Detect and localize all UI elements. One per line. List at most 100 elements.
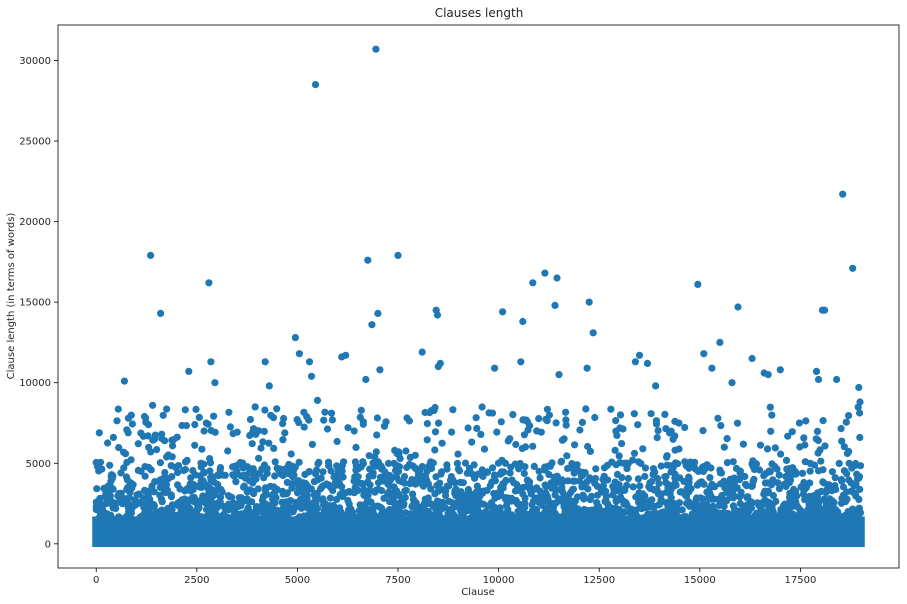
scatter-point bbox=[372, 448, 380, 456]
scatter-point bbox=[109, 485, 117, 493]
scatter-point bbox=[562, 421, 570, 429]
scatter-point bbox=[586, 474, 594, 482]
scatter-point bbox=[359, 418, 367, 426]
scatter-point bbox=[427, 458, 435, 466]
scatter-point bbox=[703, 488, 711, 496]
scatter-point bbox=[230, 512, 238, 521]
scatter-point bbox=[643, 359, 652, 367]
scatter-point bbox=[114, 405, 122, 413]
scatter-point bbox=[720, 477, 728, 485]
scatter-point bbox=[206, 467, 214, 475]
scatter-point bbox=[618, 487, 626, 495]
scatter-point bbox=[523, 476, 532, 484]
scatter-point bbox=[473, 482, 481, 490]
scatter-point bbox=[295, 480, 303, 488]
scatter-point bbox=[501, 494, 509, 502]
scatter-point bbox=[845, 412, 853, 420]
scatter-point bbox=[156, 491, 164, 499]
scatter-point bbox=[364, 478, 372, 486]
scatter-point bbox=[295, 458, 303, 466]
scatter-point bbox=[775, 485, 784, 493]
scatter-point bbox=[832, 514, 841, 523]
scatter-point bbox=[463, 469, 471, 477]
scatter-point bbox=[337, 490, 345, 498]
scatter-point bbox=[246, 415, 254, 424]
scatter-point bbox=[641, 464, 650, 472]
scatter-point bbox=[169, 442, 177, 450]
scatter-point bbox=[775, 471, 783, 479]
scatter-point bbox=[582, 405, 590, 413]
scatter-point bbox=[448, 499, 457, 507]
scatter-point bbox=[731, 505, 739, 513]
scatter-point bbox=[109, 433, 117, 441]
scatter-point bbox=[490, 503, 498, 511]
scatter-point bbox=[846, 513, 854, 522]
scatter-point bbox=[181, 406, 189, 414]
scatter-point bbox=[263, 490, 271, 498]
scatter-point bbox=[569, 486, 577, 494]
scatter-point bbox=[723, 459, 732, 467]
scatter-point bbox=[856, 433, 864, 442]
scatter-point bbox=[307, 372, 316, 380]
scatter-point bbox=[791, 516, 799, 524]
scatter-point bbox=[295, 419, 303, 427]
scatter-point bbox=[405, 417, 413, 425]
scatter-point bbox=[313, 396, 322, 404]
scatter-point bbox=[271, 472, 279, 480]
scatter-point bbox=[513, 515, 521, 523]
scatter-point bbox=[743, 494, 751, 502]
scatter-point bbox=[756, 441, 765, 449]
scatter-point bbox=[813, 427, 822, 435]
scatter-point bbox=[670, 505, 678, 513]
scatter-point bbox=[640, 497, 648, 505]
scatter-point bbox=[848, 464, 856, 472]
scatter-point bbox=[685, 473, 693, 481]
scatter-point bbox=[260, 513, 269, 521]
scatter-point bbox=[747, 504, 756, 512]
scatter-point bbox=[386, 498, 394, 506]
scatter-point bbox=[221, 471, 229, 479]
scatter-point bbox=[681, 458, 689, 466]
scatter-point bbox=[657, 462, 665, 470]
scatter-point bbox=[599, 475, 607, 483]
scatter-point bbox=[320, 416, 328, 424]
scatter-point bbox=[262, 500, 270, 508]
scatter-point bbox=[543, 405, 552, 413]
scatter-point bbox=[653, 434, 661, 442]
scatter-point bbox=[730, 478, 739, 486]
scatter-point bbox=[483, 486, 491, 494]
scatter-point bbox=[856, 409, 864, 417]
scatter-point bbox=[705, 514, 713, 522]
y-tick-label: 25000 bbox=[19, 137, 51, 148]
scatter-point bbox=[271, 499, 279, 507]
scatter-point bbox=[648, 496, 656, 504]
scatter-point bbox=[189, 486, 197, 494]
scatter-point bbox=[380, 494, 388, 502]
scatter-point bbox=[158, 430, 166, 438]
scatter-point bbox=[845, 447, 853, 455]
scatter-point bbox=[276, 465, 285, 473]
scatter-point bbox=[322, 514, 331, 522]
scatter-point bbox=[200, 427, 208, 435]
scatter-point bbox=[449, 406, 457, 414]
scatter-point bbox=[842, 418, 850, 426]
scatter-point bbox=[219, 511, 227, 520]
scatter-point bbox=[344, 424, 352, 432]
scatter-point bbox=[412, 465, 420, 473]
scatter-point bbox=[675, 419, 683, 427]
scatter-point bbox=[828, 468, 837, 476]
scatter-point bbox=[466, 506, 474, 514]
scatter-point bbox=[356, 501, 364, 509]
scatter-point bbox=[714, 414, 722, 422]
scatter-point bbox=[372, 45, 380, 53]
scatter-point bbox=[197, 459, 205, 467]
scatter-point bbox=[541, 463, 549, 471]
scatter-point bbox=[641, 472, 649, 481]
scatter-point bbox=[541, 269, 549, 277]
scatter-point bbox=[521, 463, 529, 471]
scatter-point bbox=[769, 492, 778, 500]
scatter-point bbox=[667, 468, 675, 476]
scatter-point bbox=[434, 419, 443, 427]
chart-title: Clauses length bbox=[435, 6, 524, 20]
scatter-point bbox=[482, 508, 490, 516]
